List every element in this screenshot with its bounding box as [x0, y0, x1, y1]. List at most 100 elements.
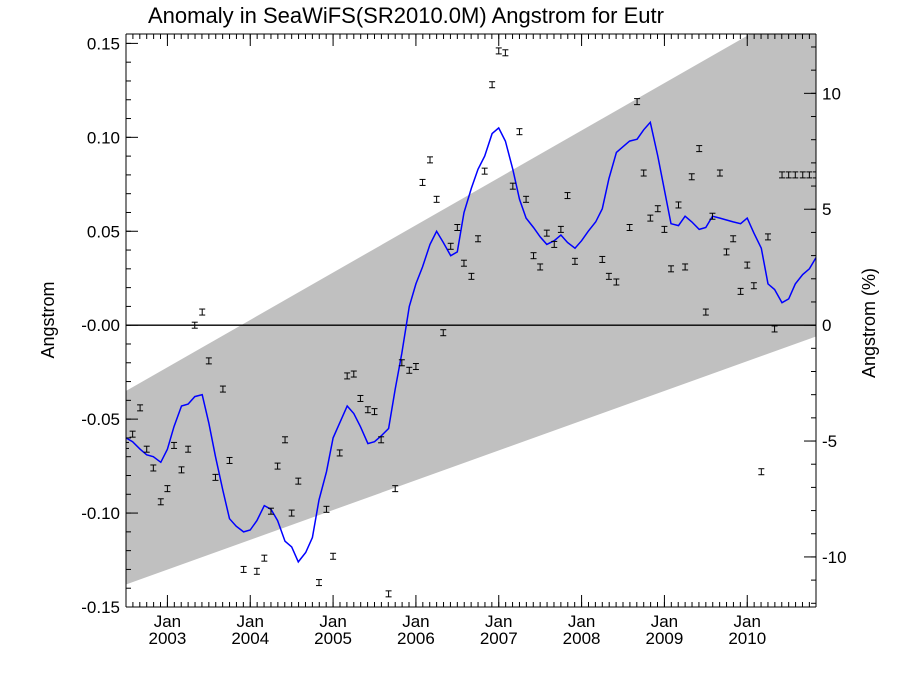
data-point: [716, 169, 723, 177]
chart-title: Anomaly in SeaWiFS(SR2010.0M) Angstrom f…: [148, 3, 664, 28]
x-tick-year: 2003: [149, 629, 187, 648]
x-tick-year: 2009: [646, 629, 684, 648]
data-point: [157, 498, 164, 506]
shaded-band: [126, 34, 816, 585]
data-point: [737, 287, 744, 295]
smoothed-line: [126, 120, 816, 564]
data-point: [240, 565, 247, 573]
data-point: [191, 321, 198, 329]
data-point: [675, 201, 682, 209]
data-point: [557, 225, 564, 233]
data-point: [412, 363, 419, 371]
y-tick-label: -0.15: [81, 598, 120, 617]
data-point: [779, 171, 786, 179]
data-point: [564, 192, 571, 200]
data-point: [129, 430, 136, 438]
data-point: [185, 445, 192, 453]
data-point: [502, 49, 509, 57]
x-tick-year: 2010: [728, 629, 766, 648]
data-point: [288, 509, 295, 517]
data-point: [344, 372, 351, 380]
data-point: [392, 485, 399, 493]
data-point: [758, 468, 765, 476]
confidence-band: [126, 34, 816, 585]
data-point: [647, 214, 654, 222]
data-point: [509, 182, 516, 190]
data-point: [799, 171, 806, 179]
data-point: [516, 128, 523, 136]
y2-tick-label: 0: [822, 316, 831, 335]
data-point: [350, 370, 357, 378]
data-point: [205, 357, 212, 365]
x-tick-year: 2008: [563, 629, 601, 648]
x-tick-year: 2006: [397, 629, 435, 648]
data-point: [398, 359, 405, 367]
data-point: [605, 272, 612, 280]
data-point: [460, 259, 467, 267]
data-point: [406, 366, 413, 374]
data-point: [688, 173, 695, 181]
data-point: [730, 235, 737, 243]
data-point: [164, 485, 171, 493]
data-point: [137, 404, 144, 412]
data-point: [640, 169, 647, 177]
data-point: [295, 477, 302, 485]
x-tick-year: 2005: [314, 629, 352, 648]
data-point: [537, 263, 544, 271]
data-point: [226, 456, 233, 464]
data-point: [744, 261, 751, 269]
data-point: [764, 233, 771, 241]
data-point: [316, 579, 323, 587]
y-tick-label: 0.05: [87, 222, 120, 241]
x-tick-month: Jan: [319, 612, 346, 631]
data-point: [626, 224, 633, 232]
data-point: [426, 156, 433, 164]
x-tick-month: Jan: [651, 612, 678, 631]
smoothed-series-group: [126, 120, 816, 564]
data-point: [357, 394, 364, 402]
data-point: [371, 408, 378, 416]
data-point: [336, 449, 343, 457]
data-point: [212, 473, 219, 481]
data-point: [323, 505, 330, 513]
data-point: [682, 263, 689, 271]
y-tick-label: 0.10: [87, 128, 120, 147]
y2-tick-label: -5: [822, 432, 837, 451]
data-point: [613, 278, 620, 286]
data-point: [654, 205, 661, 213]
data-point: [661, 225, 668, 233]
data-point: [792, 171, 799, 179]
data-point: [702, 308, 709, 316]
data-point: [599, 255, 606, 263]
data-point: [143, 445, 150, 453]
y-axis-title: Angstrom: [38, 281, 58, 358]
x-tick-month: Jan: [485, 612, 512, 631]
data-point: [489, 81, 496, 89]
axes: 0.15 0.10 0.05 -0.00 -0.05 -0.10 -0.15 10 5 0 -5 -1…: [81, 33, 847, 648]
data-point: [274, 462, 281, 470]
x-tick-year: 2004: [231, 629, 269, 648]
y2-tick-label: 10: [822, 84, 841, 103]
data-point: [150, 464, 157, 472]
data-point: [440, 329, 447, 337]
y2-tick-label: 5: [822, 200, 831, 219]
data-point: [696, 145, 703, 153]
x-tick-month: Jan: [734, 612, 761, 631]
data-point: [543, 229, 550, 237]
y2-axis-title: Angstrom (%): [859, 268, 879, 378]
data-point: [385, 590, 392, 598]
data-point: [419, 178, 426, 186]
data-point: [571, 257, 578, 265]
data-point: [171, 441, 178, 449]
data-point: [709, 212, 716, 220]
y-tick-label: -0.10: [81, 504, 120, 523]
data-point: [219, 385, 226, 393]
x-tick-month: Jan: [237, 612, 264, 631]
data-point: [806, 171, 813, 179]
x-tick-month: Jan: [402, 612, 429, 631]
y-tick-label: -0.05: [81, 410, 120, 429]
data-point: [468, 272, 475, 280]
data-point: [282, 436, 289, 444]
data-point: [785, 171, 792, 179]
